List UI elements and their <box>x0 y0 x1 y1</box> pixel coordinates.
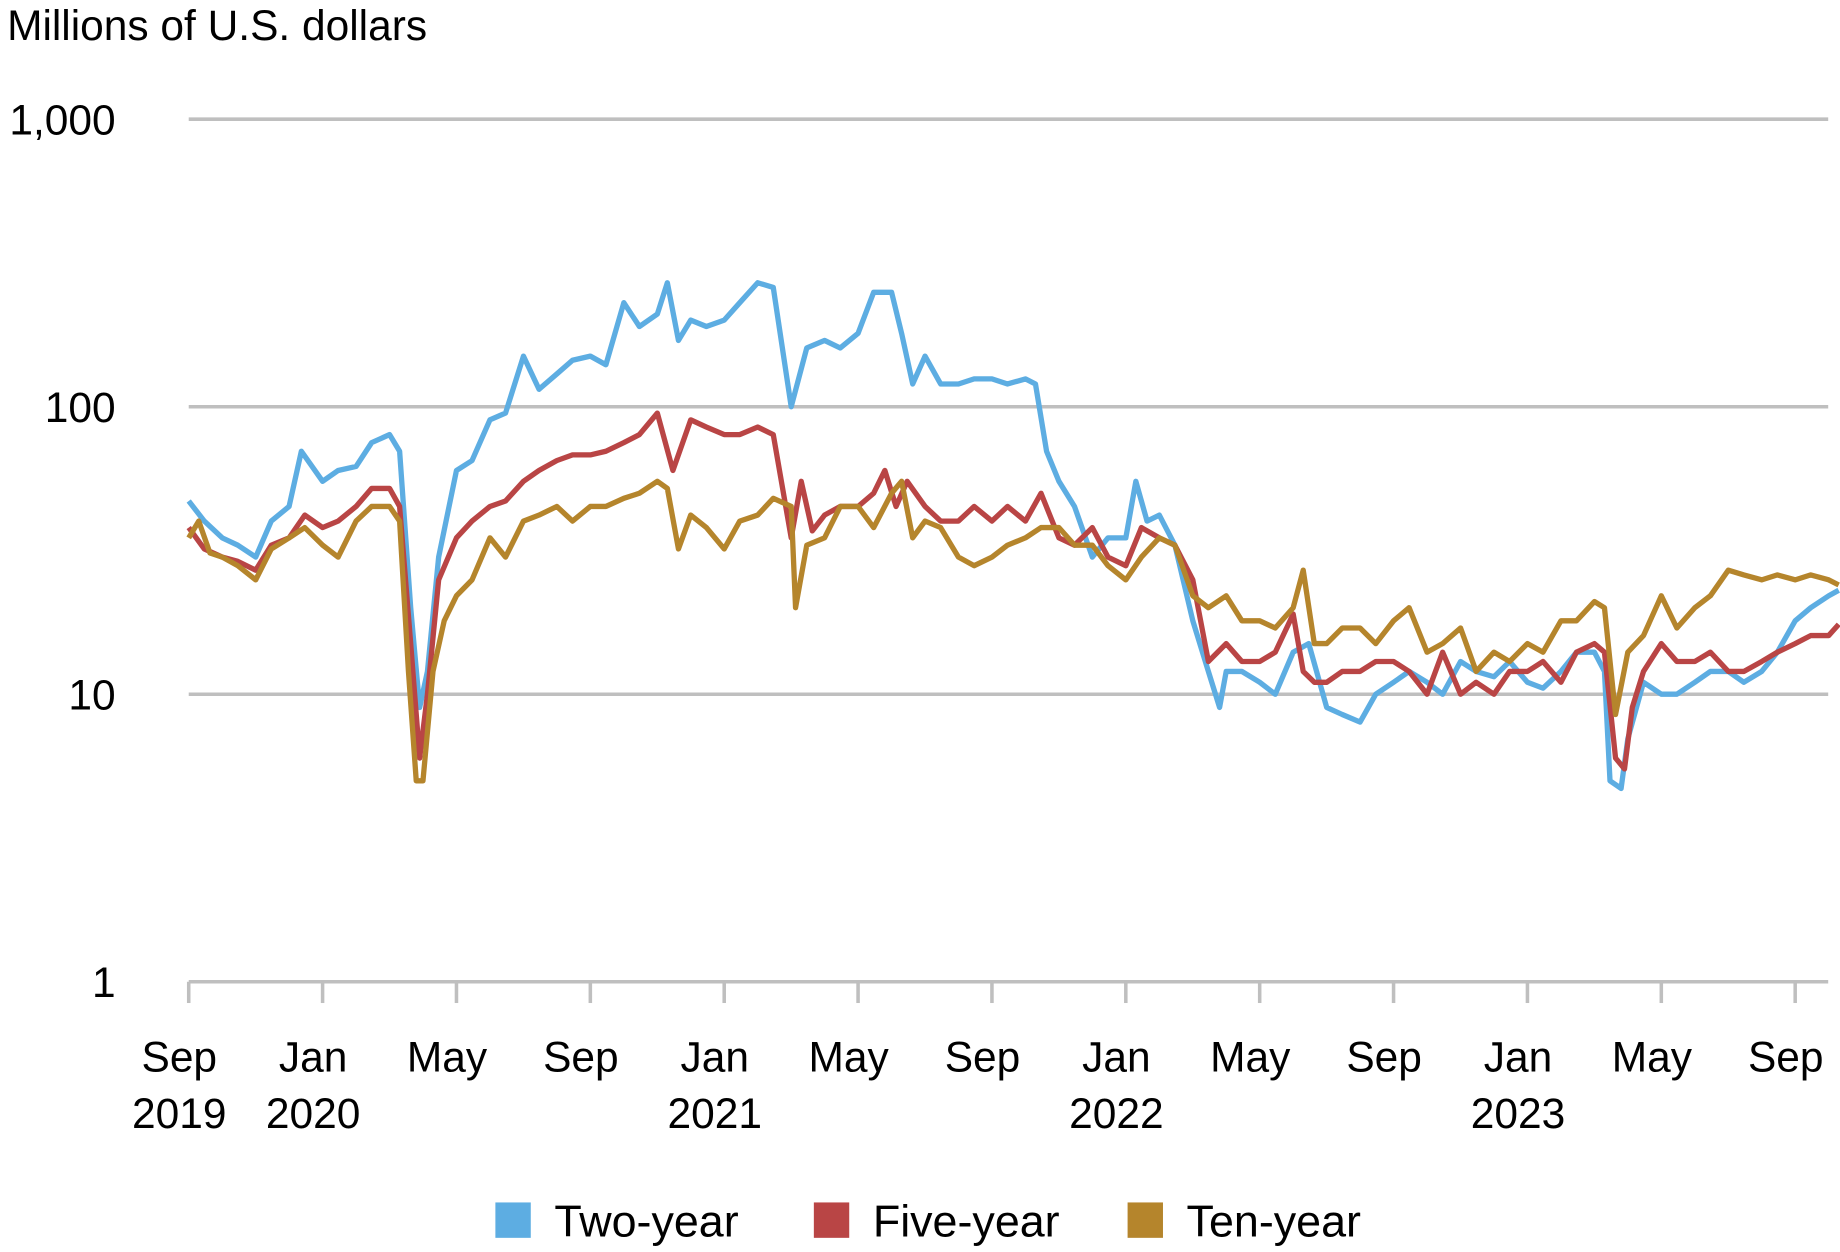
y-tick-label: 100 <box>45 384 116 431</box>
series-line-five-year <box>186 410 1840 772</box>
x-tick-year: 2019 <box>132 1090 226 1137</box>
x-tick-month: May <box>407 1033 488 1080</box>
x-tick-year: 2021 <box>668 1090 762 1137</box>
legend-label: Five-year <box>873 1196 1060 1247</box>
y-tick-label: 1,000 <box>9 97 115 144</box>
x-tick-month: Jan <box>279 1033 347 1080</box>
x-tick-month: May <box>809 1033 890 1080</box>
x-tick-month: Jan <box>1082 1033 1150 1080</box>
x-tick-month: Sep <box>142 1033 218 1080</box>
legend-item: Two-year <box>495 1196 739 1247</box>
series-line-ten-year <box>186 478 1840 784</box>
x-tick-year: 2020 <box>266 1090 360 1137</box>
x-tick-month: Jan <box>1484 1033 1552 1080</box>
legend-swatch <box>1127 1202 1163 1238</box>
legend-item: Ten-year <box>1127 1196 1361 1247</box>
series-line-two-year <box>186 280 1840 792</box>
x-tick-year: 2023 <box>1471 1090 1565 1137</box>
x-tick-month: Sep <box>1346 1033 1422 1080</box>
legend-label: Two-year <box>554 1196 738 1247</box>
x-tick-month: Sep <box>945 1033 1021 1080</box>
x-tick-month: Jan <box>681 1033 749 1080</box>
x-tick-year: 2022 <box>1069 1090 1163 1137</box>
legend-label: Ten-year <box>1187 1196 1361 1247</box>
x-tick-month: Sep <box>543 1033 619 1080</box>
legend-swatch <box>813 1202 850 1238</box>
y-tick-label: 1 <box>92 959 116 1006</box>
y-tick-label: 10 <box>68 672 115 719</box>
legend-swatch <box>495 1202 531 1238</box>
x-tick-month: May <box>1210 1033 1291 1080</box>
x-tick-month: Sep <box>1748 1033 1824 1080</box>
x-tick-month: May <box>1612 1033 1693 1080</box>
legend-item: Five-year <box>813 1196 1060 1247</box>
y-axis-label: Millions of U.S. dollars <box>7 2 427 49</box>
